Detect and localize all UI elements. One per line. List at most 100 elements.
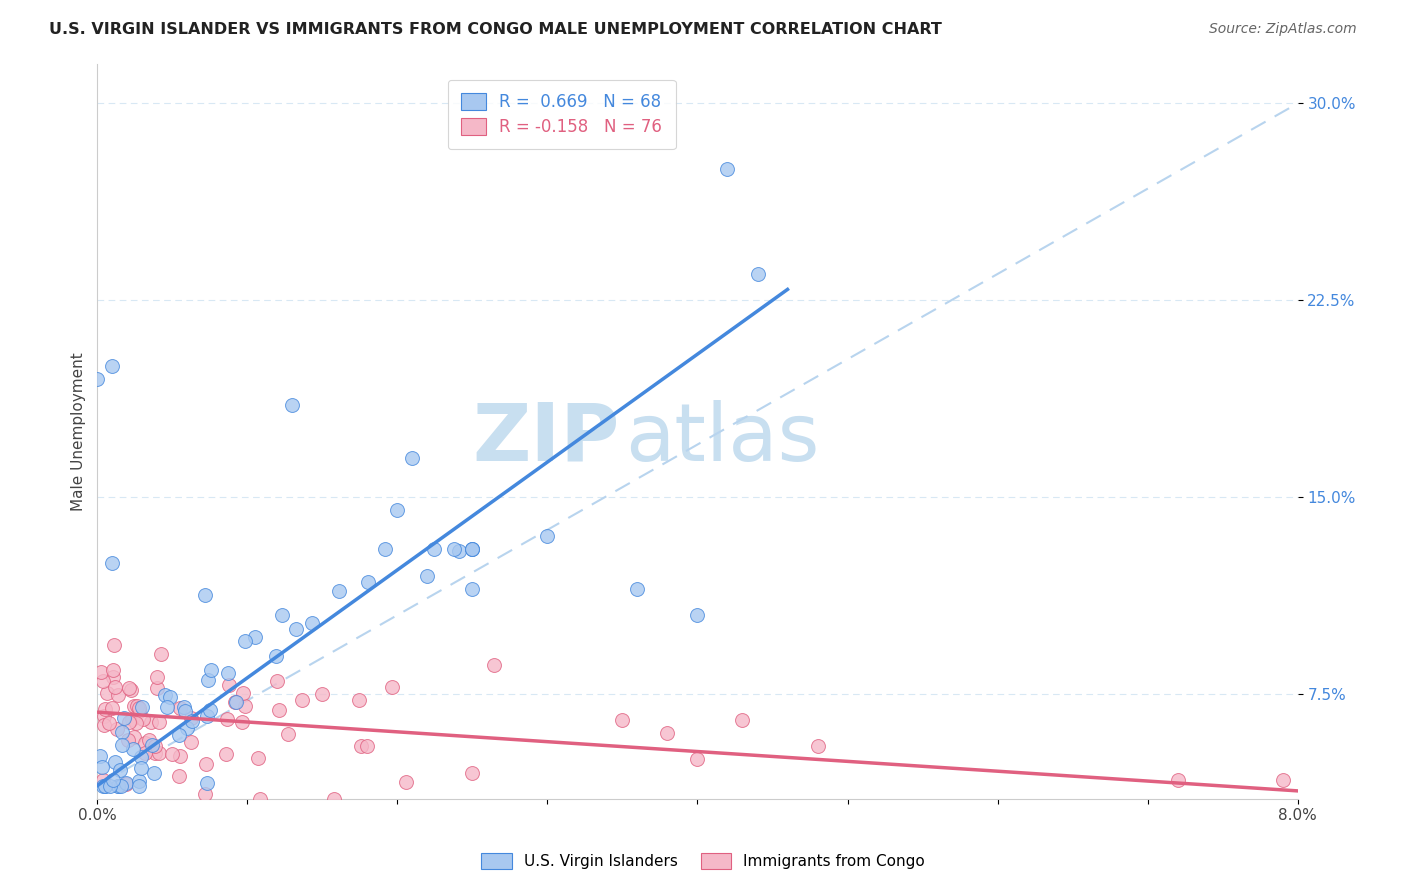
Point xyxy=(93,779,115,793)
Point xyxy=(90,665,112,680)
Point xyxy=(731,713,754,727)
Point xyxy=(180,710,202,724)
Point xyxy=(217,713,239,727)
Point xyxy=(125,715,148,730)
Point xyxy=(536,529,558,543)
Point xyxy=(159,690,181,705)
Point xyxy=(716,161,738,176)
Point xyxy=(101,772,124,787)
Point xyxy=(328,584,350,599)
Point xyxy=(395,775,418,789)
Point xyxy=(200,663,222,677)
Point xyxy=(129,750,152,764)
Point xyxy=(423,542,446,557)
Point xyxy=(139,714,162,729)
Point xyxy=(122,699,145,714)
Point xyxy=(806,739,828,754)
Point xyxy=(101,359,124,373)
Point xyxy=(141,738,163,752)
Point xyxy=(122,742,145,756)
Point xyxy=(125,699,148,714)
Point xyxy=(103,638,125,652)
Point xyxy=(169,727,191,741)
Point xyxy=(217,666,239,681)
Point xyxy=(115,777,138,791)
Point xyxy=(387,503,409,517)
Point xyxy=(118,681,141,695)
Point xyxy=(1271,773,1294,788)
Point xyxy=(169,701,191,715)
Point xyxy=(148,746,170,760)
Point xyxy=(322,791,344,805)
Point xyxy=(301,616,323,631)
Text: Source: ZipAtlas.com: Source: ZipAtlas.com xyxy=(1209,22,1357,37)
Point xyxy=(96,686,118,700)
Point xyxy=(174,704,197,718)
Point xyxy=(277,727,299,741)
Point xyxy=(284,622,307,636)
Point xyxy=(245,630,267,644)
Point xyxy=(101,670,124,684)
Point xyxy=(176,721,198,735)
Point xyxy=(134,746,156,760)
Point xyxy=(89,748,111,763)
Point xyxy=(225,695,247,709)
Point xyxy=(482,658,505,673)
Point xyxy=(194,787,217,801)
Point xyxy=(93,718,115,732)
Point xyxy=(155,688,177,702)
Point xyxy=(107,779,129,793)
Text: atlas: atlas xyxy=(626,400,820,478)
Point xyxy=(443,542,465,557)
Point xyxy=(104,755,127,769)
Point xyxy=(98,779,121,793)
Point xyxy=(91,779,114,793)
Point xyxy=(269,703,291,717)
Point xyxy=(93,702,115,716)
Point xyxy=(381,680,404,694)
Point xyxy=(117,715,139,730)
Point xyxy=(90,759,112,773)
Point xyxy=(91,773,114,788)
Point xyxy=(686,608,709,623)
Point xyxy=(461,765,484,780)
Point xyxy=(86,372,108,386)
Point xyxy=(231,715,253,730)
Point xyxy=(160,747,183,762)
Point xyxy=(686,752,709,766)
Point xyxy=(108,763,131,777)
Point xyxy=(194,757,217,772)
Point xyxy=(291,693,314,707)
Point xyxy=(101,701,124,715)
Point xyxy=(107,779,129,793)
Point xyxy=(180,735,202,749)
Point xyxy=(195,776,218,790)
Point xyxy=(167,769,190,783)
Point xyxy=(146,670,169,684)
Text: U.S. VIRGIN ISLANDER VS IMMIGRANTS FROM CONGO MALE UNEMPLOYMENT CORRELATION CHAR: U.S. VIRGIN ISLANDER VS IMMIGRANTS FROM … xyxy=(49,22,942,37)
Point xyxy=(128,779,150,793)
Point xyxy=(169,749,191,764)
Point xyxy=(356,739,378,754)
Point xyxy=(246,751,269,765)
Point xyxy=(232,686,254,700)
Point xyxy=(128,704,150,718)
Point xyxy=(149,647,172,661)
Point xyxy=(266,649,288,664)
Point xyxy=(197,673,219,688)
Point xyxy=(612,713,634,727)
Point xyxy=(626,582,648,596)
Point xyxy=(132,712,155,726)
Point xyxy=(122,730,145,744)
Point xyxy=(110,779,132,793)
Point xyxy=(311,687,333,701)
Point xyxy=(111,738,134,752)
Point xyxy=(142,766,165,780)
Point xyxy=(447,544,470,558)
Point xyxy=(131,700,153,714)
Point xyxy=(98,715,121,730)
Point xyxy=(181,714,204,728)
Point xyxy=(129,761,152,775)
Point xyxy=(148,714,170,729)
Point xyxy=(121,712,143,726)
